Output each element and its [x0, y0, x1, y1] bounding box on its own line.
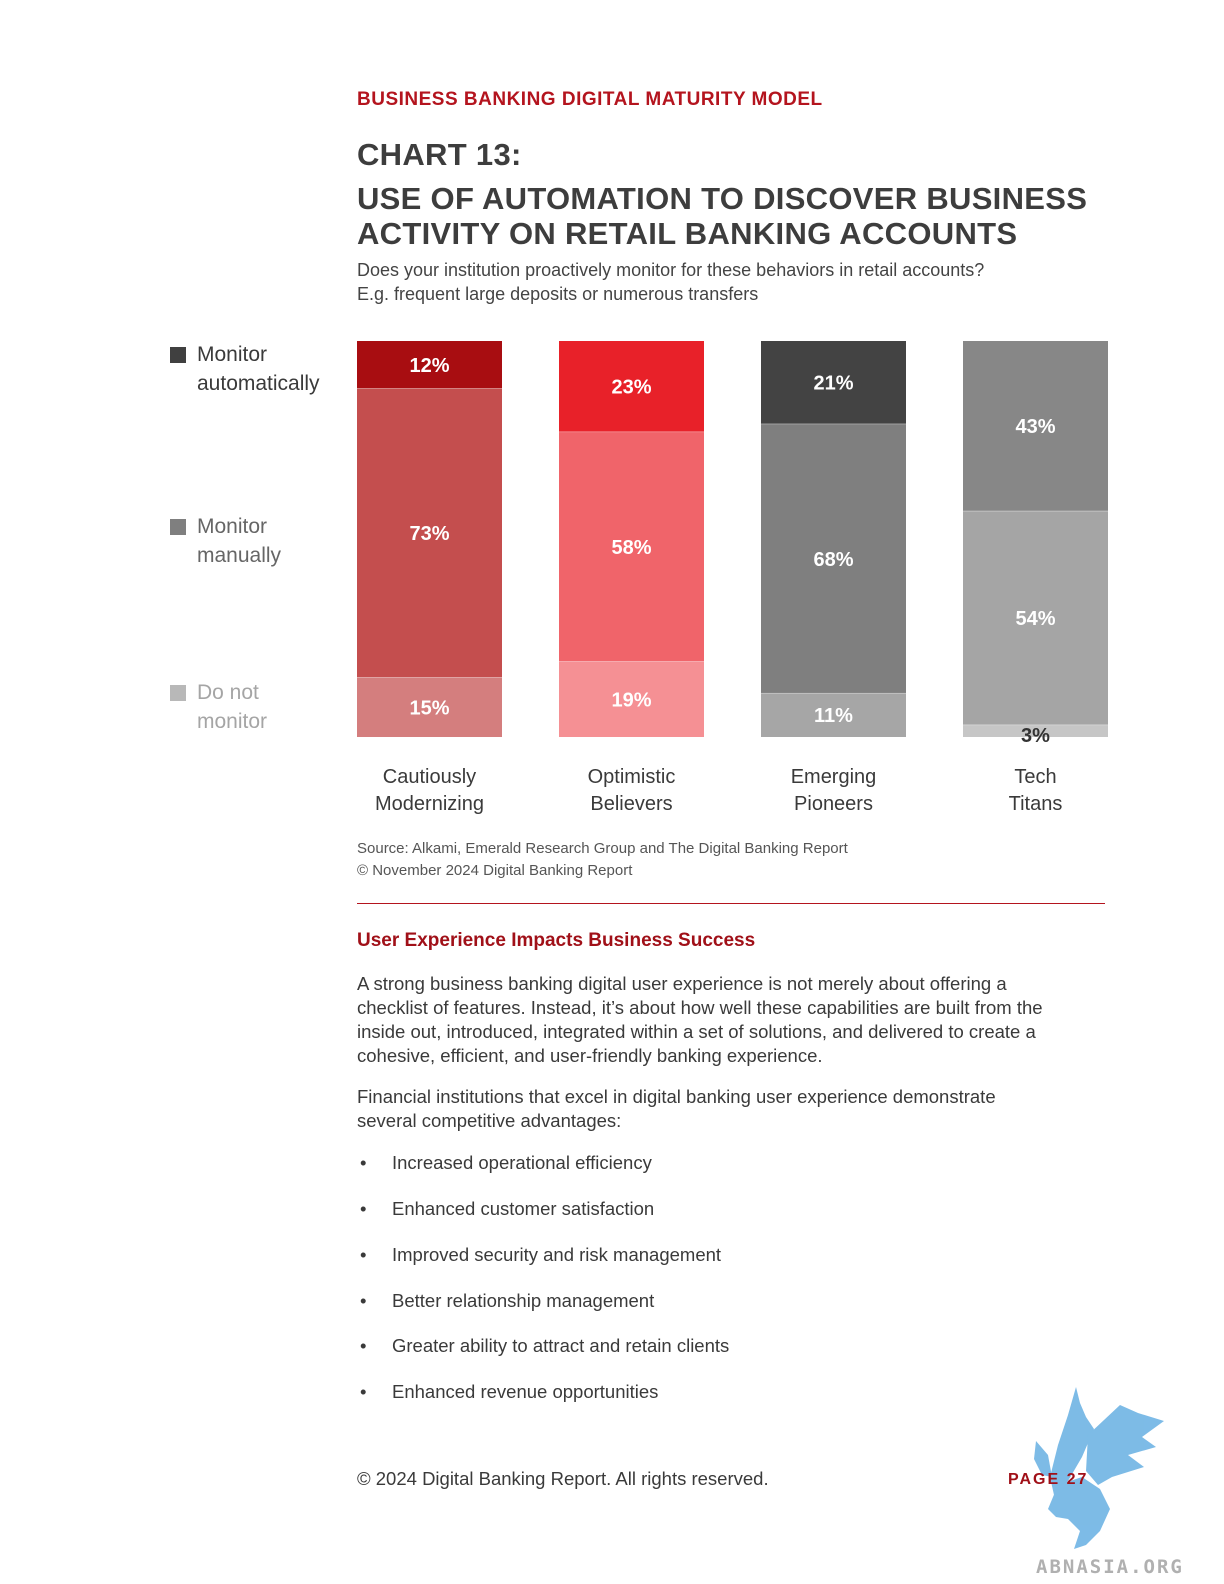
bullet-icon: • — [360, 1244, 367, 1265]
category-label: Pioneers — [794, 793, 873, 815]
legend-label-line: Monitor — [197, 515, 268, 538]
list-item-text: Greater ability to attract and retain cl… — [392, 1335, 730, 1356]
bar-segment-do-not-monitor — [357, 677, 502, 737]
data-label: 58% — [611, 537, 651, 559]
category-label: Optimistic — [588, 766, 676, 788]
paragraph-line: several competitive advantages: — [357, 1110, 622, 1131]
list-item-text: Better relationship management — [392, 1290, 655, 1311]
footer-copyright: © 2024 Digital Banking Report. All right… — [357, 1468, 769, 1489]
bullet-icon: • — [360, 1198, 367, 1219]
bar-segment-monitor-automatically — [357, 341, 502, 389]
data-label: 19% — [611, 689, 651, 711]
category-label: Emerging — [791, 766, 877, 788]
paragraph-line: A strong business banking digital user e… — [357, 973, 1007, 994]
report-kicker: BUSINESS BANKING DIGITAL MATURITY MODEL — [357, 89, 823, 110]
list-item-text: Improved security and risk management — [392, 1244, 722, 1265]
category-label: Cautiously — [383, 766, 476, 788]
category-label: Modernizing — [375, 793, 484, 815]
bullet-icon: • — [360, 1290, 367, 1311]
list-item-text: Increased operational efficiency — [392, 1152, 652, 1173]
bar-segment-monitor-manually — [357, 388, 502, 678]
watermark-text: ABNASIA.ORG — [1036, 1556, 1184, 1578]
bar-segment-monitor-automatically — [559, 341, 704, 433]
bar-segment-do-not-monitor — [761, 693, 906, 737]
bullet-icon: • — [360, 1152, 367, 1173]
chart-question: Does your institution proactively monito… — [357, 258, 1117, 306]
paragraph-line: Financial institutions that excel in dig… — [357, 1086, 996, 1107]
page-number: PAGE 27 — [1008, 1471, 1089, 1488]
legend-label: Monitor automatically — [197, 340, 347, 398]
segment-separator — [357, 677, 502, 679]
legend-swatch — [170, 685, 186, 701]
bar-segment-do-not-monitor — [963, 725, 1108, 737]
data-label: 73% — [409, 523, 449, 545]
chart-legend: Monitor automatically Monitor manually D… — [168, 340, 348, 740]
section-heading: User Experience Impacts Business Success — [357, 930, 756, 951]
bullet-icon: • — [360, 1335, 367, 1356]
paragraph-line: cohesive, efficient, and user-friendly b… — [357, 1045, 823, 1066]
question-line: E.g. frequent large deposits or numerous… — [357, 284, 759, 304]
paragraph-line: checklist of features. Instead, it’s abo… — [357, 997, 1043, 1018]
legend-label: Do not monitor — [197, 678, 347, 736]
copyright-line: © November 2024 Digital Banking Report — [357, 862, 633, 879]
legend-label: Monitor manually — [197, 512, 347, 570]
list-item-text: Enhanced revenue opportunities — [392, 1381, 659, 1402]
paragraph-line: inside out, introduced, integrated withi… — [357, 1021, 1036, 1042]
chart-source: Source: Alkami, Emerald Research Group a… — [357, 838, 848, 882]
bullet-icon: • — [360, 1381, 367, 1402]
data-label: 21% — [813, 373, 853, 395]
data-label: 43% — [1015, 416, 1055, 438]
category-label: Believers — [590, 793, 672, 815]
bar-segment-monitor-manually — [761, 424, 906, 694]
section-divider — [357, 903, 1105, 904]
data-label: 3% — [1021, 725, 1050, 747]
paragraph: A strong business banking digital user e… — [357, 972, 1117, 1068]
bar-segment-do-not-monitor — [559, 661, 704, 737]
data-label: 54% — [1015, 608, 1055, 630]
griffin-logo-icon — [1034, 1387, 1164, 1549]
legend-swatch — [170, 347, 186, 363]
legend-label-line: manually — [197, 544, 282, 567]
legend-label-line: monitor — [197, 710, 268, 733]
list-item-text: Enhanced customer satisfaction — [392, 1198, 655, 1219]
chart-number: CHART 13: — [357, 137, 522, 172]
chart-title: USE OF AUTOMATION TO DISCOVER BUSINESS A… — [357, 181, 1088, 251]
bar-segment-monitor-manually — [559, 432, 704, 662]
segment-separator — [357, 388, 502, 390]
data-label: 68% — [813, 549, 853, 571]
data-label: 12% — [409, 355, 449, 377]
source-line: Source: Alkami, Emerald Research Group a… — [357, 840, 848, 857]
bar-segment-monitor-automatically — [761, 341, 906, 425]
bar-segment-monitor-automatically — [963, 341, 1108, 512]
paragraph: Financial institutions that excel in dig… — [357, 1085, 1117, 1133]
category-label: Tech — [1014, 766, 1056, 788]
data-label: 23% — [611, 377, 651, 399]
data-label: 11% — [814, 705, 853, 727]
stacked-bar-chart: 12% 73% 15% Cautiously Modernizing 23% 58% 19% O… — [357, 341, 1108, 815]
bar-segment-monitor-manually — [963, 511, 1108, 726]
data-label: 15% — [409, 697, 449, 719]
question-line: Does your institution proactively monito… — [357, 260, 985, 280]
category-label: Titans — [1009, 793, 1063, 815]
legend-label-line: automatically — [197, 372, 320, 395]
legend-swatch — [170, 519, 186, 535]
legend-label-line: Monitor — [197, 343, 268, 366]
legend-label-line: Do not — [197, 681, 259, 704]
